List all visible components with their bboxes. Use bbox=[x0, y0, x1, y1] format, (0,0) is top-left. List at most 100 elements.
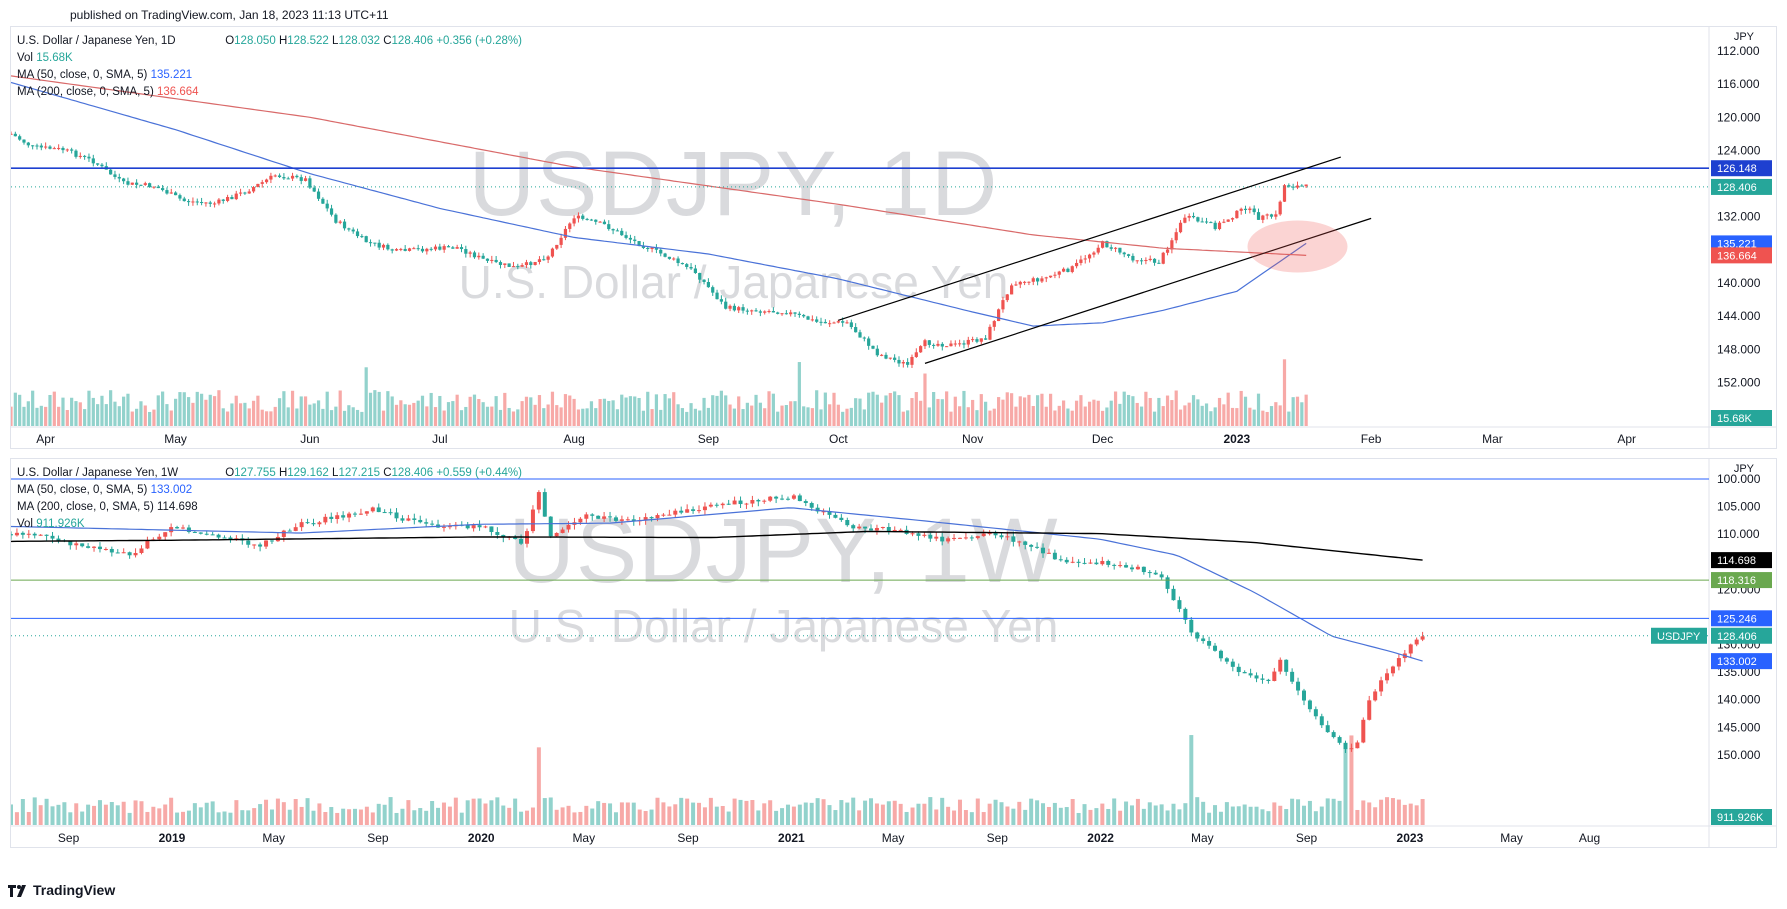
volume-bar bbox=[1153, 805, 1158, 825]
candle-body bbox=[563, 228, 568, 238]
candle-body bbox=[691, 509, 696, 511]
volume-bar bbox=[945, 391, 949, 426]
vol-label[interactable]: Vol bbox=[17, 52, 33, 64]
volume-bar bbox=[485, 406, 490, 426]
volume-bar bbox=[1242, 804, 1247, 825]
candle-body bbox=[139, 548, 144, 553]
price-tag bbox=[1711, 552, 1772, 569]
candle-body bbox=[1010, 285, 1014, 295]
volume-bar bbox=[22, 406, 26, 426]
candle-body bbox=[676, 258, 680, 264]
weekly-chart-svg[interactable]: 100.000105.000110.000115.000120.000125.0… bbox=[11, 459, 1777, 848]
volume-bar bbox=[360, 411, 364, 426]
candle-body bbox=[1235, 210, 1239, 219]
price-tick-label: 120.000 bbox=[1717, 110, 1761, 124]
candle-body bbox=[312, 187, 316, 192]
volume-bar bbox=[880, 804, 885, 825]
candle-body bbox=[1319, 716, 1324, 726]
daily-chart-svg[interactable]: 112.000116.000120.000124.000128.000132.0… bbox=[11, 27, 1777, 449]
candle-body bbox=[286, 178, 290, 180]
footer-brand[interactable]: TradingView bbox=[33, 882, 116, 898]
symbol-title[interactable]: U.S. Dollar / Japanese Yen, 1W bbox=[17, 467, 179, 479]
volume-bar bbox=[471, 798, 476, 825]
volume-bar bbox=[581, 408, 585, 426]
candle-body bbox=[418, 519, 423, 523]
volume-bar bbox=[566, 805, 571, 825]
candle-body bbox=[1274, 214, 1278, 217]
volume-bar bbox=[1373, 807, 1378, 825]
candle-body bbox=[542, 259, 546, 261]
time-tick-label: Sep bbox=[58, 831, 80, 845]
volume-bar bbox=[400, 808, 405, 825]
volume-bar bbox=[655, 797, 660, 825]
vol-label[interactable]: Vol bbox=[17, 518, 33, 530]
candle-body bbox=[412, 518, 417, 520]
candle-body bbox=[1129, 567, 1134, 570]
ma200-label[interactable]: MA (200, close, 0, SMA, 5) bbox=[17, 86, 154, 98]
time-tick-label: Aug bbox=[1579, 831, 1600, 845]
volume-bar bbox=[1217, 397, 1222, 426]
volume-bar bbox=[151, 806, 156, 825]
candle-body bbox=[228, 537, 233, 540]
candle-body bbox=[791, 495, 796, 499]
volume-bar bbox=[412, 810, 417, 825]
candle-body bbox=[857, 526, 862, 529]
candle-body bbox=[217, 199, 221, 204]
volume-bar bbox=[169, 410, 173, 426]
volume-bar bbox=[1307, 800, 1312, 825]
candle-body bbox=[1005, 294, 1009, 301]
candle-body bbox=[884, 354, 888, 359]
volume-bar bbox=[390, 396, 394, 426]
volume-bar bbox=[113, 401, 117, 426]
ma200-label[interactable]: MA (200, close, 0, SMA, 5) bbox=[17, 501, 154, 513]
volume-bar bbox=[628, 396, 633, 426]
candle-body bbox=[192, 531, 197, 533]
symbol-title[interactable]: U.S. Dollar / Japanese Yen, 1D bbox=[17, 35, 176, 47]
volume-bar bbox=[554, 809, 559, 825]
candle-body bbox=[386, 244, 390, 250]
volume-bar bbox=[109, 390, 113, 426]
volume-bar bbox=[661, 802, 666, 825]
volume-bar bbox=[295, 408, 299, 426]
ma50-value: 133.002 bbox=[150, 484, 193, 496]
candle-body bbox=[489, 526, 494, 533]
candle-body bbox=[1243, 208, 1248, 211]
volume-bar bbox=[714, 806, 719, 825]
ma50-label[interactable]: MA (50, close, 0, SMA, 5) bbox=[17, 69, 148, 81]
candle-body bbox=[269, 540, 274, 542]
candle-body bbox=[281, 530, 286, 537]
candle-body bbox=[862, 337, 866, 339]
candle-body bbox=[175, 527, 180, 529]
weekly-chart-pane[interactable]: USDJPY, 1W U.S. Dollar / Japanese Yen 10… bbox=[10, 458, 1777, 848]
candle-body bbox=[169, 192, 173, 194]
volume-bar bbox=[607, 400, 611, 426]
volume-bar bbox=[1261, 410, 1265, 426]
tradingview-logo-icon[interactable] bbox=[8, 884, 28, 897]
daily-chart-pane[interactable]: USDJPY, 1D U.S. Dollar / Japanese Yen 11… bbox=[10, 26, 1777, 449]
candle-body bbox=[1064, 559, 1069, 563]
volume-bar bbox=[953, 396, 957, 426]
candle-body bbox=[1153, 572, 1158, 575]
volume-bar bbox=[1041, 803, 1046, 825]
volume-bar bbox=[325, 391, 329, 426]
candle-body bbox=[1165, 249, 1170, 253]
volume-bar bbox=[1129, 805, 1134, 825]
candle-body bbox=[451, 247, 455, 249]
candle-body bbox=[763, 311, 767, 313]
volume-bar bbox=[1230, 806, 1235, 825]
volume-bar bbox=[126, 393, 130, 426]
volume-bar bbox=[351, 407, 355, 426]
candle-body bbox=[922, 534, 927, 536]
candle-body bbox=[325, 203, 329, 209]
candle-body bbox=[590, 514, 595, 516]
candle-body bbox=[1191, 215, 1196, 218]
volume-bar bbox=[598, 399, 602, 426]
candle-body bbox=[1170, 240, 1174, 250]
candle-body bbox=[821, 511, 826, 513]
volume-bar bbox=[222, 811, 227, 825]
candle-body bbox=[246, 540, 251, 545]
volume-bar bbox=[780, 405, 784, 426]
ma50-label[interactable]: MA (50, close, 0, SMA, 5) bbox=[17, 484, 148, 496]
candle-body bbox=[494, 259, 498, 263]
candle-body bbox=[195, 201, 199, 203]
